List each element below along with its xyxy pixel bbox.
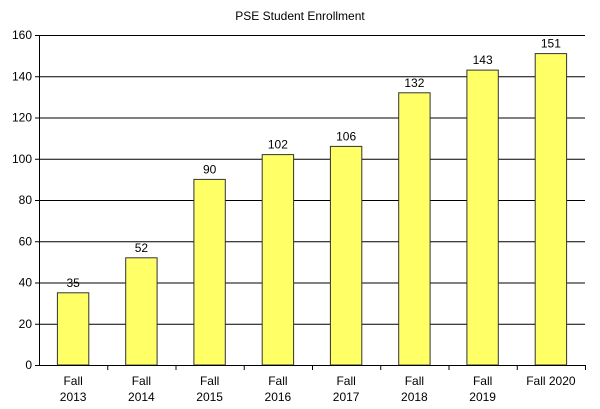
gridlines: [39, 35, 585, 325]
bar: [534, 53, 568, 366]
x-tick-label: 2017: [333, 390, 360, 404]
y-axis: 0 20 40 60 80 100 120 140 160: [12, 28, 40, 372]
data-label: 90: [203, 162, 217, 176]
x-tick-label: 2014: [128, 390, 155, 404]
bar: [56, 292, 90, 366]
y-tick-label: 160: [12, 28, 32, 42]
y-tick-label: 100: [12, 152, 32, 166]
x-tick-label: 2013: [60, 390, 87, 404]
x-tick-label: 2015: [196, 390, 223, 404]
x-tick-label: Fall: [132, 374, 151, 388]
bar: [398, 92, 431, 366]
data-label: 143: [473, 53, 493, 67]
data-labels: 35 52 90 102 106 132 143 151: [66, 37, 561, 290]
x-tick-label: Fall: [405, 374, 424, 388]
y-tick-label: 140: [12, 69, 32, 83]
x-tick-label: Fall 2020: [526, 374, 576, 388]
x-tick-label: Fall: [63, 374, 82, 388]
y-tick-label: 80: [19, 193, 33, 207]
chart-title: PSE Student Enrollment: [235, 9, 365, 23]
bar: [466, 69, 499, 366]
data-label: 35: [66, 276, 80, 290]
x-tick-label: Fall: [200, 374, 219, 388]
x-tick-label: 2019: [469, 390, 496, 404]
bar: [125, 257, 158, 366]
bar: [329, 145, 363, 366]
bars: [56, 53, 568, 366]
y-tick-label: 0: [25, 358, 32, 372]
data-label: 102: [268, 138, 288, 152]
data-label: 52: [135, 241, 149, 255]
data-label: 151: [541, 37, 561, 51]
y-tick-label: 120: [12, 111, 32, 125]
x-tick-label: Fall: [268, 374, 287, 388]
y-tick-label: 60: [19, 234, 33, 248]
y-tick-label: 20: [19, 317, 33, 331]
data-label: 106: [336, 129, 356, 143]
x-tick-label: Fall: [336, 374, 355, 388]
x-axis: Fall 2013 Fall 2014 Fall 2015 Fall 2016 Fall 2017…: [39, 365, 586, 404]
bar: [193, 178, 226, 366]
bar: [261, 154, 295, 366]
x-tick-label: 2018: [401, 390, 428, 404]
y-tick-label: 40: [19, 276, 33, 290]
data-label: 132: [404, 76, 424, 90]
x-tick-label: Fall: [473, 374, 492, 388]
x-tick-label: 2016: [265, 390, 292, 404]
